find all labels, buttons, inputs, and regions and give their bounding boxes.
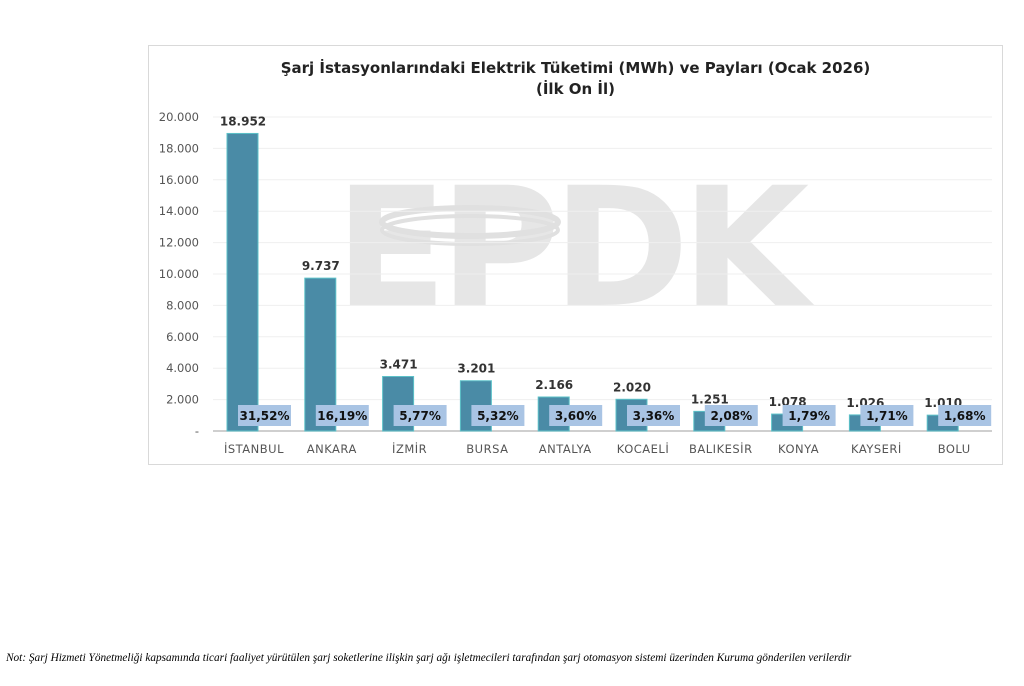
y-tick-label: - bbox=[195, 424, 199, 438]
share-label-box bbox=[315, 405, 369, 426]
y-tick-label: 14.000 bbox=[159, 204, 199, 218]
share-label: 1,79% bbox=[788, 409, 830, 423]
y-tick-label: 20.000 bbox=[159, 110, 199, 124]
x-tick-label: KONYA bbox=[778, 442, 819, 456]
share-label: 3,60% bbox=[555, 409, 597, 423]
y-tick-label: 18.000 bbox=[159, 141, 199, 155]
y-tick-label: 10.000 bbox=[159, 267, 199, 281]
share-label-box bbox=[782, 405, 836, 426]
share-label-box bbox=[238, 405, 291, 426]
share-label: 1,71% bbox=[866, 409, 908, 423]
value-label: 2.020 bbox=[613, 380, 651, 394]
x-tick-label: ANKARA bbox=[307, 442, 357, 456]
share-label: 5,77% bbox=[399, 409, 441, 423]
share-label: 5,32% bbox=[477, 409, 519, 423]
chart-subtitle: (İlk On İl) bbox=[535, 80, 615, 98]
y-tick-label: 12.000 bbox=[159, 236, 199, 250]
footnote: Not: Şarj Hizmeti Yönetmeliği kapsamında… bbox=[6, 652, 852, 664]
x-tick-label: KAYSERİ bbox=[851, 441, 902, 456]
x-tick-label: BURSA bbox=[466, 442, 508, 456]
epdk-watermark-logo: EPDK bbox=[335, 152, 823, 344]
share-label: 3,36% bbox=[633, 409, 675, 423]
value-label: 18.952 bbox=[220, 114, 266, 128]
share-label-box bbox=[549, 405, 603, 426]
share-label-box bbox=[860, 405, 914, 426]
bar bbox=[226, 132, 259, 432]
y-tick-label: 6.000 bbox=[166, 330, 199, 344]
share-label-box bbox=[704, 405, 758, 426]
value-label: 3.201 bbox=[457, 362, 495, 376]
x-tick-label: BALIKESİR bbox=[689, 441, 753, 456]
share-label: 1,68% bbox=[944, 409, 986, 423]
x-tick-label: İSTANBUL bbox=[224, 441, 284, 456]
value-label: 1.251 bbox=[691, 392, 729, 406]
x-tick-label: BOLU bbox=[938, 442, 971, 456]
value-label: 3.471 bbox=[380, 358, 418, 372]
y-tick-label: 2.000 bbox=[166, 393, 199, 407]
x-tick-label: ANTALYA bbox=[539, 442, 592, 456]
share-label: 16,19% bbox=[317, 409, 367, 423]
share-label: 2,08% bbox=[710, 409, 752, 423]
share-label-box bbox=[627, 405, 680, 426]
share-label-box bbox=[471, 405, 525, 426]
chart-title-main: Şarj İstasyonlarındaki Elektrik Tüketimi… bbox=[280, 59, 871, 77]
value-label: 2.166 bbox=[535, 378, 573, 392]
x-tick-label: KOCAELİ bbox=[617, 441, 669, 456]
value-label: 9.737 bbox=[302, 259, 340, 273]
share-label: 31,52% bbox=[240, 409, 290, 423]
y-tick-label: 8.000 bbox=[166, 298, 199, 312]
chart-title: Şarj İstasyonlarındaki Elektrik Tüketimi… bbox=[148, 58, 1003, 100]
y-tick-label: 4.000 bbox=[166, 361, 199, 375]
x-tick-label: İZMİR bbox=[392, 441, 427, 456]
chart-frame bbox=[148, 45, 1003, 465]
svg-text:EPDK: EPDK bbox=[335, 152, 815, 344]
y-tick-label: 16.000 bbox=[159, 173, 199, 187]
share-label-box bbox=[938, 405, 992, 426]
share-label-box bbox=[393, 405, 447, 426]
